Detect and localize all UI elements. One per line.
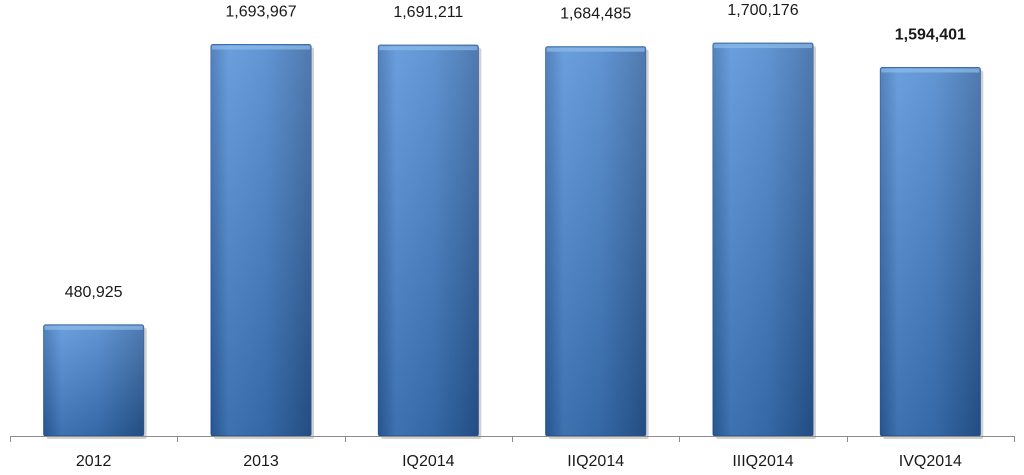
data-label: 1,684,485 — [560, 6, 631, 23]
x-tick-label: 2013 — [243, 453, 279, 470]
x-tick-label: IVQ2014 — [899, 453, 962, 470]
bar-ivq2014 — [879, 67, 984, 440]
bar-top-bevel — [379, 46, 478, 51]
x-tick-label: IIQ2014 — [567, 453, 624, 470]
data-label: 1,691,211 — [393, 4, 463, 21]
bar-overlay — [211, 44, 311, 437]
bar-top-bevel — [44, 325, 143, 330]
x-tick-label: IQ2014 — [402, 453, 455, 470]
bar-top-bevel — [714, 44, 812, 49]
bar-top-bevel — [881, 68, 980, 73]
bar-iq2014 — [377, 44, 482, 440]
labels-layer: 480,925 2012 1,693,967 2013 1,691,211 IQ2014 1… — [65, 2, 966, 470]
data-label: 1,700,176 — [727, 2, 798, 19]
bar-overlay — [713, 43, 813, 436]
bar-top-bevel — [546, 47, 645, 52]
bar-overlay — [378, 45, 479, 437]
bar-iiiq2014 — [712, 42, 816, 439]
bar-overlay — [545, 46, 646, 436]
data-label: 1,594,401 — [895, 27, 966, 44]
x-tick-label: 2012 — [76, 453, 112, 470]
x-tick-label: IIIQ2014 — [732, 453, 793, 470]
bar-2013 — [210, 44, 314, 440]
bar-overlay — [43, 324, 144, 436]
data-label: 1,693,967 — [225, 4, 296, 21]
bars-layer — [43, 42, 984, 440]
bar-2012 — [43, 324, 147, 439]
data-label: 480,925 — [65, 284, 123, 301]
x-axis — [10, 436, 1015, 442]
bar-iiq2014 — [545, 46, 649, 439]
bar-top-bevel — [212, 45, 310, 50]
bar-overlay — [880, 67, 981, 437]
